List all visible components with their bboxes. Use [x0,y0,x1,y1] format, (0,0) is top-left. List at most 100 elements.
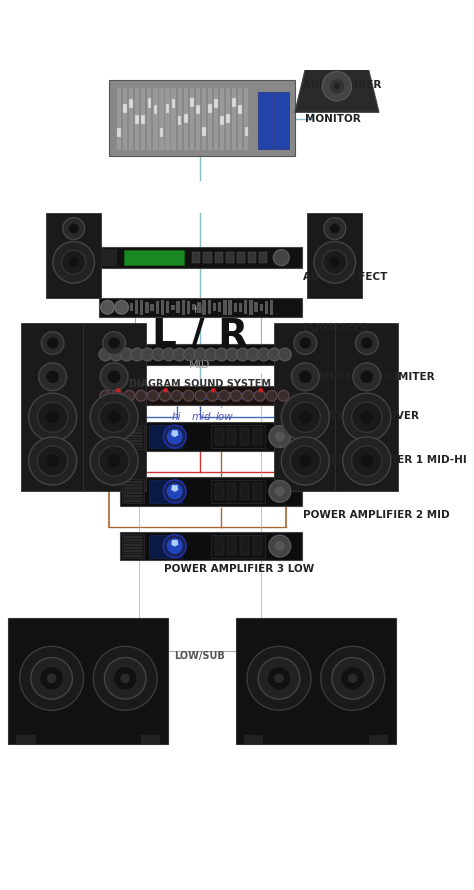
Circle shape [19,646,83,710]
Circle shape [99,402,129,433]
Circle shape [183,348,196,360]
Circle shape [219,391,229,401]
Text: Hi: Hi [194,305,205,315]
Bar [172,88,176,150]
Circle shape [108,455,120,467]
Circle shape [41,332,64,354]
Bar [146,302,149,312]
Circle shape [28,437,77,485]
Circle shape [341,668,364,690]
Bar [240,428,249,445]
Polygon shape [171,539,178,546]
Bar [190,88,194,150]
Circle shape [360,455,373,467]
Bar [237,253,245,263]
Bar [208,88,212,150]
Circle shape [112,391,123,401]
Bar [159,88,164,150]
Bar [120,422,301,451]
Circle shape [273,249,289,265]
Bar [160,127,163,137]
Bar [149,535,182,557]
Bar [211,480,265,503]
Circle shape [332,658,374,700]
Bar [240,538,249,554]
Circle shape [167,538,183,554]
Bar [123,104,127,113]
Circle shape [322,71,352,101]
Bar [82,323,146,491]
Circle shape [100,363,128,391]
Circle shape [279,348,291,360]
Bar [129,99,133,108]
Bar [308,214,362,297]
Bar [166,302,170,313]
Circle shape [159,391,170,401]
Bar [369,735,388,744]
Bar [130,303,133,311]
Bar [124,446,142,448]
Circle shape [274,674,284,684]
Text: WWW.SPIDERBEAT.COM: WWW.SPIDERBEAT.COM [142,392,257,402]
Circle shape [90,393,138,441]
Circle shape [37,446,68,476]
Bar [208,300,211,314]
Circle shape [63,217,85,239]
Bar [122,425,144,449]
Bar [117,128,121,137]
Circle shape [348,674,357,684]
Polygon shape [171,485,178,492]
Circle shape [247,646,311,710]
Circle shape [294,332,317,354]
Text: MONITOR: MONITOR [305,114,361,124]
Circle shape [268,668,290,690]
Bar [183,88,188,150]
Bar [117,88,121,150]
Circle shape [28,393,77,441]
Circle shape [164,535,186,557]
Bar [253,538,262,554]
Circle shape [329,79,344,93]
Bar [227,428,237,445]
Bar [244,88,248,150]
Bar [124,545,142,546]
Bar [17,735,36,744]
Circle shape [243,391,254,401]
Bar [100,247,301,268]
Bar [196,105,200,114]
Bar [120,531,301,561]
Bar [123,88,127,150]
Circle shape [257,348,270,360]
Bar [135,300,138,314]
Bar [249,300,253,315]
Circle shape [268,348,281,360]
Bar [124,429,142,431]
Circle shape [114,668,137,690]
Bar [259,253,267,263]
Circle shape [330,223,340,233]
Bar [208,104,212,113]
Bar [165,88,170,150]
Circle shape [299,455,311,467]
Circle shape [360,370,373,383]
Bar [140,300,144,315]
Bar [232,88,237,150]
Circle shape [237,348,249,360]
Bar [124,490,142,491]
Bar [124,250,184,265]
Bar [124,536,142,538]
Circle shape [141,348,154,360]
Bar [124,481,142,483]
Circle shape [255,391,265,401]
Circle shape [164,480,186,503]
Circle shape [215,348,228,360]
Circle shape [100,301,114,314]
Bar [149,480,182,503]
Bar [124,498,142,499]
Text: hi: hi [172,412,182,422]
Circle shape [300,337,311,349]
Circle shape [343,437,391,485]
Circle shape [131,348,144,360]
Bar [101,249,117,266]
Bar [149,425,182,448]
